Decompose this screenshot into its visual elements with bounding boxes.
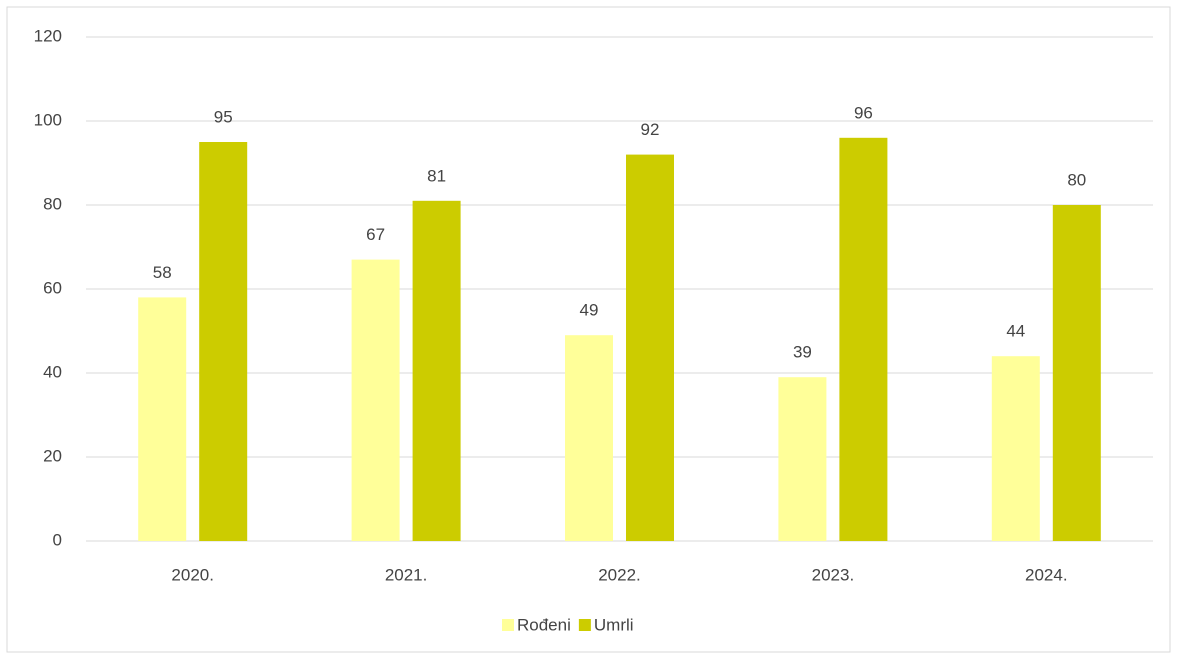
data-label: 80 bbox=[1067, 170, 1086, 189]
data-label: 39 bbox=[793, 343, 812, 362]
y-tick-label: 60 bbox=[43, 278, 62, 297]
data-label: 92 bbox=[641, 120, 660, 139]
x-tick-label: 2023. bbox=[812, 565, 855, 584]
bar bbox=[839, 137, 888, 542]
data-label: 58 bbox=[153, 263, 172, 282]
bar bbox=[626, 154, 674, 541]
bar bbox=[412, 200, 461, 542]
x-tick-label: 2022. bbox=[598, 565, 641, 584]
bar bbox=[1052, 205, 1101, 541]
legend-label: Umrli bbox=[594, 615, 634, 634]
bar bbox=[778, 377, 827, 541]
bar bbox=[565, 335, 613, 541]
x-tick-label: 2020. bbox=[171, 565, 214, 584]
data-label: 44 bbox=[1006, 322, 1025, 341]
y-tick-label: 80 bbox=[43, 194, 62, 213]
y-tick-label: 40 bbox=[43, 362, 62, 381]
y-tick-label: 100 bbox=[34, 110, 62, 129]
bar bbox=[199, 142, 248, 541]
x-tick-label: 2024. bbox=[1025, 565, 1068, 584]
y-tick-label: 120 bbox=[34, 26, 62, 45]
data-label: 67 bbox=[366, 225, 385, 244]
data-label: 96 bbox=[854, 103, 873, 122]
data-label: 49 bbox=[580, 301, 599, 320]
bar bbox=[138, 297, 187, 541]
legend-label: Rođeni bbox=[517, 615, 571, 634]
x-tick-label: 2021. bbox=[385, 565, 428, 584]
data-label: 95 bbox=[214, 107, 233, 126]
data-label: 81 bbox=[427, 166, 446, 185]
bar bbox=[351, 259, 400, 541]
y-tick-label: 0 bbox=[53, 530, 62, 549]
legend-swatch bbox=[578, 619, 591, 631]
legend-swatch bbox=[502, 619, 514, 631]
bar bbox=[991, 356, 1040, 541]
y-tick-label: 20 bbox=[43, 446, 62, 465]
